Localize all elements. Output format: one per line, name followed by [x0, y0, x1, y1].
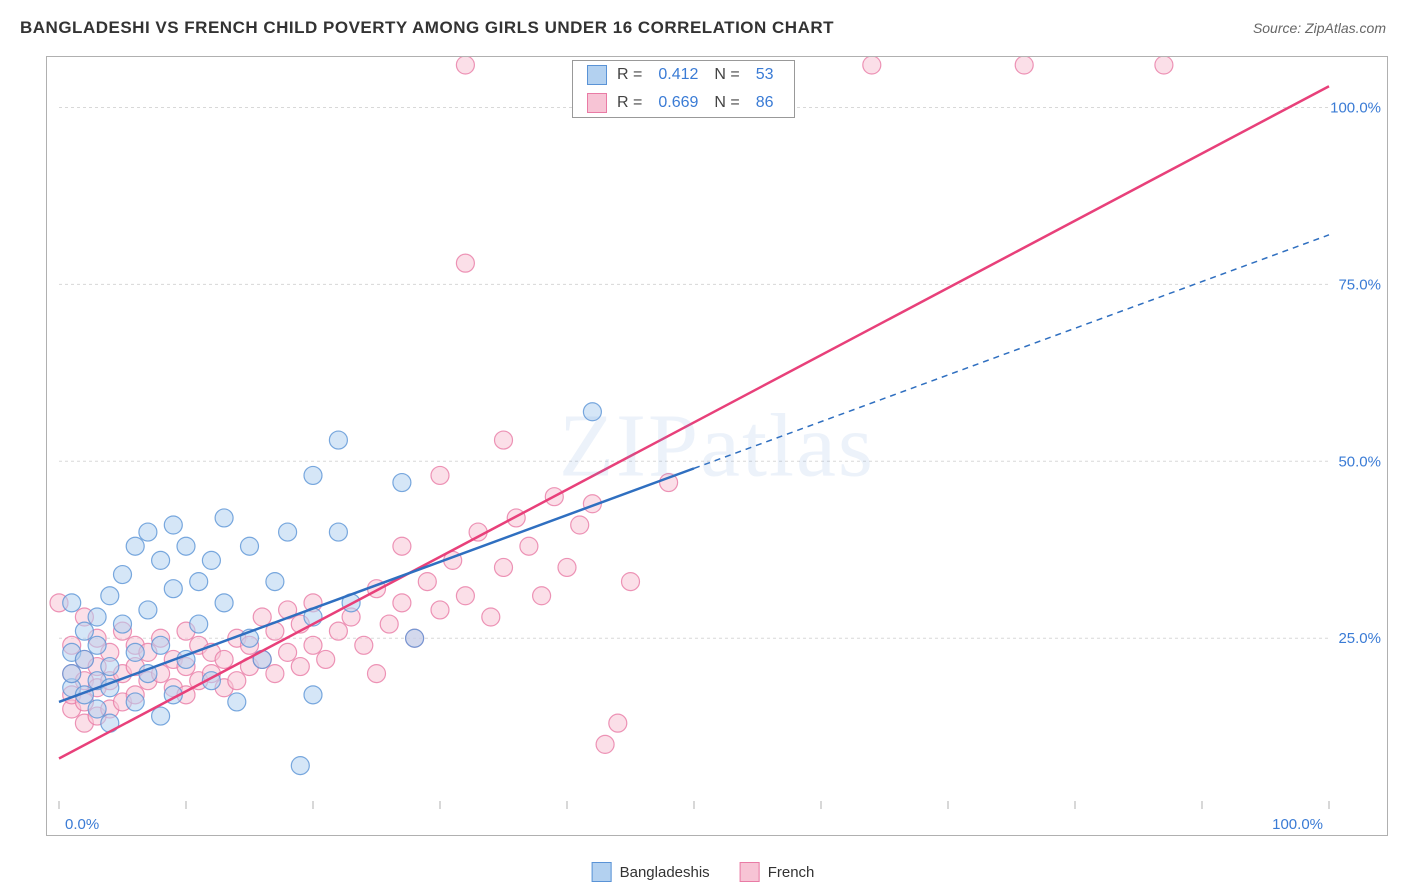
n-label: N =: [714, 66, 739, 84]
chart-header: BANGLADESHI VS FRENCH CHILD POVERTY AMON…: [20, 18, 1386, 38]
source-label: Source: ZipAtlas.com: [1253, 20, 1386, 36]
chart-title: BANGLADESHI VS FRENCH CHILD POVERTY AMON…: [20, 18, 834, 38]
svg-text:50.0%: 50.0%: [1338, 453, 1381, 470]
stats-box: R = 0.412 N = 53 R = 0.669 N = 86: [572, 60, 795, 118]
n-value-2: 86: [750, 94, 780, 112]
stats-row-2: R = 0.669 N = 86: [573, 89, 794, 117]
chart-area: 25.0%50.0%75.0%100.0%0.0%100.0% ZIPatlas: [46, 56, 1388, 836]
svg-text:100.0%: 100.0%: [1272, 816, 1323, 833]
svg-text:0.0%: 0.0%: [65, 816, 99, 833]
legend-item-2: French: [740, 862, 815, 882]
r-label: R =: [617, 66, 642, 84]
swatch-french: [587, 93, 607, 113]
r-value-2: 0.669: [652, 94, 704, 112]
legend-label-1: Bangladeshis: [620, 864, 710, 881]
legend-item-1: Bangladeshis: [592, 862, 710, 882]
n-label-2: N =: [714, 94, 739, 112]
stats-row-1: R = 0.412 N = 53: [573, 61, 794, 89]
legend: Bangladeshis French: [592, 862, 815, 882]
svg-text:100.0%: 100.0%: [1330, 99, 1381, 116]
legend-swatch-french: [740, 862, 760, 882]
legend-swatch-bangladeshi: [592, 862, 612, 882]
r-label-2: R =: [617, 94, 642, 112]
swatch-bangladeshi: [587, 65, 607, 85]
svg-text:75.0%: 75.0%: [1338, 276, 1381, 293]
svg-text:25.0%: 25.0%: [1338, 630, 1381, 647]
chart-svg: 25.0% 50.0% 75.0% 100.0% 0.0% 100.0%: [47, 57, 1389, 837]
r-value-1: 0.412: [652, 66, 704, 84]
legend-label-2: French: [768, 864, 815, 881]
n-value-1: 53: [750, 66, 780, 84]
